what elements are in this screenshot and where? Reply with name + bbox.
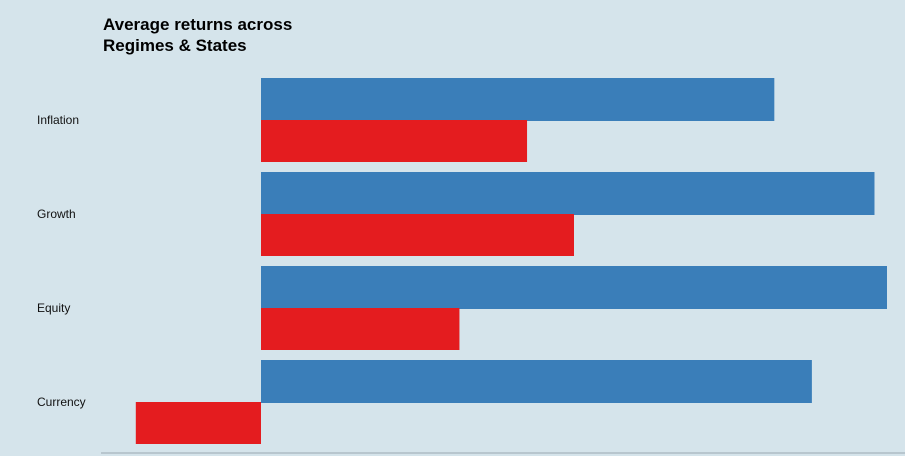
chart-title-line-2: Regimes & States bbox=[103, 36, 247, 55]
bar-currency-series-1 bbox=[261, 360, 812, 403]
bar-inflation-series-2 bbox=[261, 120, 528, 162]
chart-title-line-1: Average returns across bbox=[103, 15, 293, 34]
bar-equity-series-2 bbox=[261, 308, 460, 350]
bar-growth-series-1 bbox=[261, 172, 875, 215]
bar-inflation-series-1 bbox=[261, 78, 775, 121]
category-label-equity: Equity bbox=[37, 301, 70, 315]
bar-equity-series-1 bbox=[261, 266, 887, 309]
chart-title: Average returns across Regimes & States bbox=[103, 14, 443, 56]
category-label-growth: Growth bbox=[37, 207, 76, 221]
category-label-inflation: Inflation bbox=[37, 113, 79, 127]
bar-currency-series-2 bbox=[135, 402, 261, 444]
bar-growth-series-2 bbox=[261, 214, 574, 256]
category-label-currency: Currency bbox=[37, 395, 86, 409]
